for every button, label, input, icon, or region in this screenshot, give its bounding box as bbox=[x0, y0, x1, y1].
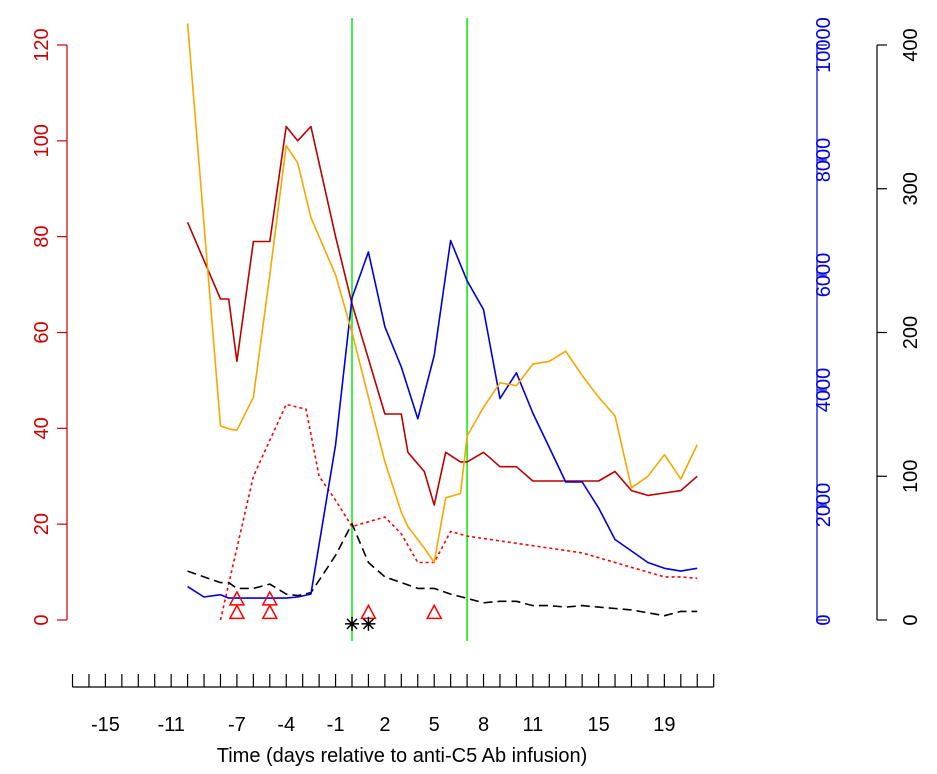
left-tick-label-0: 0 bbox=[31, 614, 53, 625]
right-blue-y-axis: 0 2000 4000 6000 8000 10000 bbox=[813, 17, 835, 625]
left-tick-label-2: 40 bbox=[31, 417, 53, 439]
series-layer bbox=[186, 23, 698, 621]
triangle-marker-1 bbox=[228, 590, 246, 606]
right_black-tick-label-1: 100 bbox=[900, 460, 922, 493]
right_blue-tick-label-2: 4000 bbox=[813, 368, 835, 413]
x-tick-label-0: -15 bbox=[91, 714, 120, 736]
triangle-marker-3 bbox=[261, 590, 279, 606]
x-tick-label-1: -11 bbox=[157, 714, 184, 736]
x-tick-label-3: -4 bbox=[277, 714, 295, 736]
right_blue-tick-label-4: 8000 bbox=[813, 138, 835, 183]
right_black-tick-label-4: 400 bbox=[900, 28, 922, 61]
x-tick-label-8: 11 bbox=[522, 714, 543, 736]
left-tick-label-5: 100 bbox=[31, 124, 53, 157]
right_blue-tick-label-5: 10000 bbox=[813, 17, 835, 73]
left-tick-label-1: 20 bbox=[31, 513, 53, 535]
triangle-marker-4 bbox=[360, 603, 377, 620]
left-tick-label-4: 80 bbox=[31, 226, 53, 248]
x-tick-label-2: -7 bbox=[228, 714, 246, 736]
triangle-marker-0 bbox=[228, 603, 246, 620]
right_black-tick-label-0: 0 bbox=[900, 614, 922, 625]
right_blue-tick-label-0: 0 bbox=[813, 614, 835, 625]
x-axis: -15 -11 -7 -4 -1 2 5 8 11 15 19 bbox=[71, 674, 715, 736]
x-tick-label-10: 19 bbox=[653, 714, 675, 736]
marker-layer bbox=[228, 590, 443, 631]
x-axis-label: Time (days relative to anti-C5 Ab infusi… bbox=[217, 745, 588, 767]
series-line-2 bbox=[187, 522, 698, 617]
series-line-0 bbox=[186, 125, 698, 506]
series-line-1 bbox=[219, 403, 698, 621]
asterisk-marker-7 bbox=[361, 616, 376, 631]
x-tick-label-7: 8 bbox=[478, 714, 489, 736]
right_blue-tick-label-3: 6000 bbox=[813, 253, 835, 298]
right_black-tick-label-2: 200 bbox=[900, 316, 922, 349]
vertical-reference-lines bbox=[351, 18, 468, 641]
triangle-marker-5 bbox=[425, 603, 443, 620]
x-tick-label-4: -1 bbox=[327, 714, 345, 736]
left-tick-label-6: 120 bbox=[31, 28, 53, 61]
series-line-4 bbox=[186, 23, 698, 564]
right-black-y-axis: 0 100 200 300 400 bbox=[876, 28, 922, 626]
x-tick-label-9: 15 bbox=[587, 714, 609, 736]
right_black-tick-label-3: 300 bbox=[900, 172, 922, 205]
left-tick-label-3: 60 bbox=[31, 321, 53, 343]
asterisk-marker-6 bbox=[345, 616, 359, 631]
left-y-axis: 0 20 40 60 80 100 120 bbox=[31, 28, 68, 626]
x-tick-label-6: 5 bbox=[429, 714, 440, 736]
x-tick-label-5: 2 bbox=[379, 714, 390, 736]
series-line-3 bbox=[187, 239, 698, 599]
triangle-marker-2 bbox=[261, 603, 279, 620]
right_blue-tick-label-1: 2000 bbox=[813, 483, 835, 528]
